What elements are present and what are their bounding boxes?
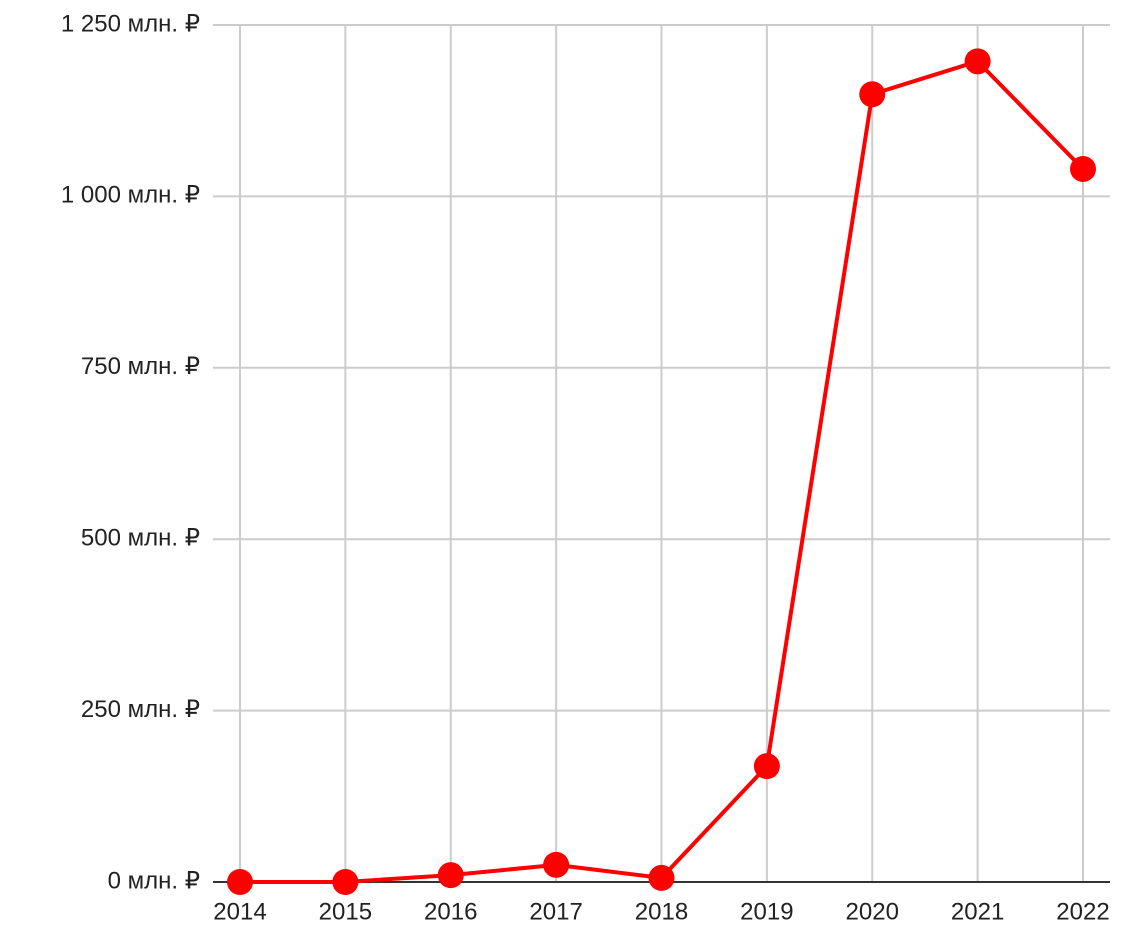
point xyxy=(964,48,991,75)
y-tick-label: 500 млн. ₽ xyxy=(81,525,200,552)
point xyxy=(1070,155,1096,182)
point xyxy=(437,862,464,889)
point xyxy=(227,869,253,895)
x-tick-label: 2022 xyxy=(1056,898,1109,925)
y-tick-label: 1 250 млн. ₽ xyxy=(61,10,200,37)
x-tick-label: 2018 xyxy=(635,898,688,925)
x-tick-label: 2019 xyxy=(740,898,793,925)
point xyxy=(859,81,886,108)
x-tick-label: 2014 xyxy=(213,898,266,925)
x-tick-label: 2016 xyxy=(424,898,477,925)
point xyxy=(332,869,359,895)
y-tick-label: 0 млн. ₽ xyxy=(108,867,200,894)
x-tick-label: 2017 xyxy=(529,898,582,925)
y-tick-label: 1 000 млн. ₽ xyxy=(61,182,200,209)
point xyxy=(543,851,570,878)
x-tick-label: 2015 xyxy=(319,898,372,925)
point xyxy=(648,864,675,891)
x-tick-label: 2021 xyxy=(951,898,1004,925)
y-tick-label: 750 млн. ₽ xyxy=(81,353,200,380)
x-tick-label: 2020 xyxy=(846,898,899,925)
y-tick-label: 250 млн. ₽ xyxy=(81,696,200,723)
point xyxy=(753,753,780,780)
